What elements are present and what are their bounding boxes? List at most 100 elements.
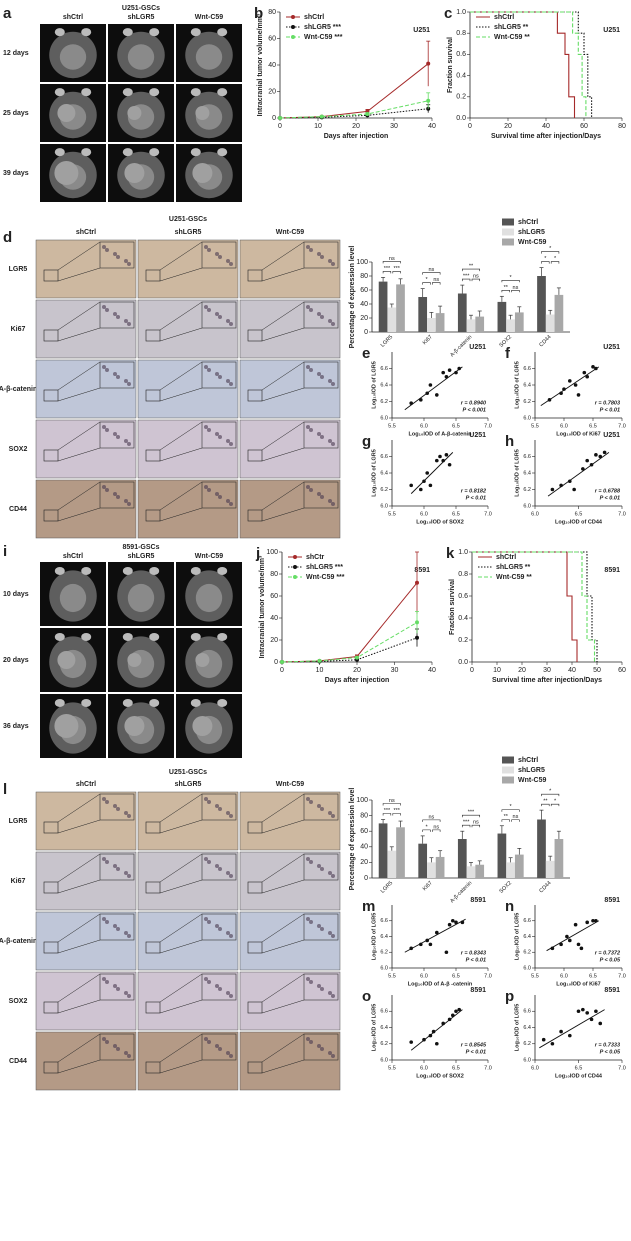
inset-connector	[159, 327, 203, 342]
annotation: U251	[413, 27, 430, 34]
x-tick-label: 40	[568, 667, 576, 674]
x-axis-label: Log₁₀IOD of SOX2	[416, 519, 464, 525]
point	[602, 450, 607, 455]
cell	[207, 368, 211, 372]
tumor	[54, 714, 79, 738]
inset-source	[145, 329, 161, 342]
inset-source	[247, 1001, 263, 1014]
eye	[217, 88, 228, 97]
cell	[127, 262, 131, 266]
inset-source	[247, 269, 263, 282]
cell	[204, 977, 208, 981]
inset-connector	[57, 879, 101, 894]
inset-source	[43, 329, 59, 342]
significance-label: **	[469, 264, 474, 270]
significance-label: ns	[428, 814, 434, 820]
x-tick-label: 6.0	[420, 423, 428, 429]
cell	[331, 874, 335, 878]
survival-curve	[472, 551, 578, 662]
significance-label: *	[510, 275, 513, 281]
fit-line	[404, 366, 463, 411]
inset-source	[145, 389, 161, 402]
point	[409, 483, 414, 488]
y-tick-label: 20	[360, 315, 368, 322]
cell	[124, 499, 128, 503]
point	[435, 393, 439, 397]
cell	[306, 917, 310, 921]
legend-label: Wnt-C59 ***	[306, 574, 345, 581]
y-axis-label: Intracranial tumor volume/mm³	[259, 555, 266, 658]
legend-swatch	[502, 776, 514, 784]
panel-label: h	[505, 433, 514, 450]
survival-curve	[472, 551, 598, 662]
legend-swatch	[502, 756, 514, 764]
y-tick-label: 6.0	[523, 965, 531, 971]
inset-source	[247, 509, 263, 522]
eye	[81, 148, 92, 157]
inset-source	[247, 941, 263, 954]
significance-bracket	[541, 793, 560, 797]
annotation: U251	[469, 432, 486, 439]
cell	[226, 259, 230, 263]
y-tick-label: 6.2	[380, 487, 388, 493]
panel-label: a	[3, 5, 12, 22]
inset-connector	[261, 973, 305, 1003]
inset-connector	[159, 387, 203, 402]
cell	[215, 1044, 219, 1048]
inset-connector	[57, 913, 101, 943]
point	[451, 918, 455, 923]
panel-label: d	[3, 229, 12, 246]
cell	[309, 248, 313, 252]
cell	[309, 980, 313, 984]
significance-bracket	[550, 803, 560, 807]
y-tick-label: 0.8	[458, 571, 468, 578]
point	[438, 454, 442, 459]
y-tick-label: 0.6	[458, 593, 468, 600]
row-label: 25 days	[3, 110, 29, 117]
point	[422, 1037, 426, 1042]
cell	[226, 931, 230, 935]
group-label: U251-GSCs	[169, 769, 207, 776]
cell	[320, 867, 324, 871]
point	[573, 922, 578, 927]
cell	[306, 485, 310, 489]
cell	[127, 994, 131, 998]
inset-source	[247, 821, 263, 834]
y-tick-label: 6.6	[523, 366, 531, 372]
cell	[328, 1051, 332, 1055]
annotation: 8591	[470, 987, 486, 994]
y-tick-label: 0	[272, 115, 276, 122]
cell	[127, 814, 131, 818]
inset-connector	[159, 267, 203, 282]
cell	[207, 1040, 211, 1044]
significance-bracket	[461, 278, 471, 282]
significance-label: ***	[463, 820, 470, 826]
x-tick-label: 0	[468, 123, 472, 130]
inset-source	[43, 1061, 59, 1074]
y-tick-label: 6.2	[523, 1041, 531, 1047]
legend-label: Wnt-C59 ***	[304, 34, 343, 41]
cell	[204, 245, 208, 249]
tumor	[195, 106, 210, 120]
inset-source	[145, 1001, 161, 1014]
cell	[127, 322, 131, 326]
y-axis-label: Percentage of expression level	[349, 788, 356, 891]
point	[317, 658, 322, 663]
legend-label: shLGR5 ***	[304, 24, 341, 31]
cell	[218, 987, 222, 991]
annotation: 8591	[604, 987, 620, 994]
cell	[331, 1054, 335, 1058]
inset-connector	[159, 507, 203, 522]
inset-connector	[261, 999, 305, 1014]
cell	[306, 797, 310, 801]
eye	[217, 632, 228, 641]
row-label: 39 days	[3, 170, 29, 177]
panel-label: k	[446, 545, 455, 562]
cell	[204, 305, 208, 309]
cell	[207, 800, 211, 804]
cell	[320, 375, 324, 379]
inset-connector	[159, 481, 203, 511]
significance-label: ns	[428, 267, 434, 273]
cell	[306, 365, 310, 369]
x-tick-label: 7.0	[484, 423, 492, 429]
